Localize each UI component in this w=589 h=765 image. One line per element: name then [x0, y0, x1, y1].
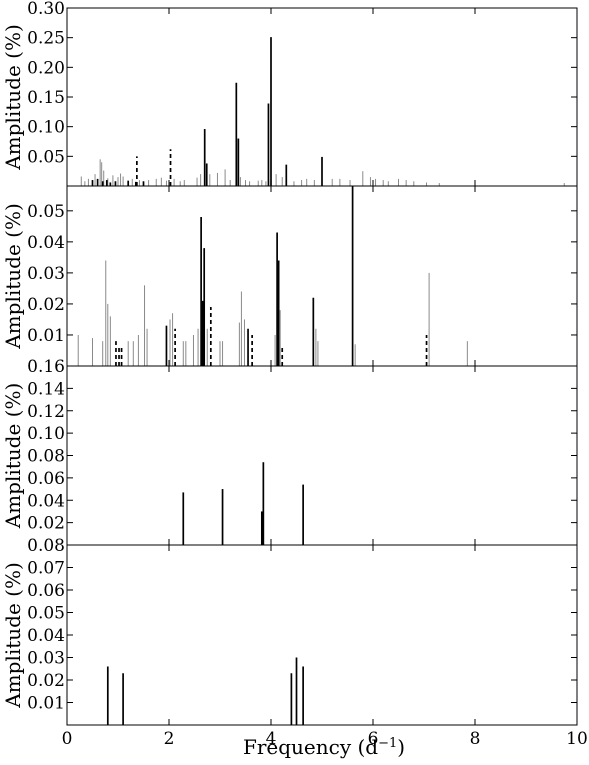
y-tick-label: 0.16 [27, 357, 65, 377]
y-tick-label: 0.08 [27, 536, 65, 556]
y-tick-label: 0.04 [27, 626, 65, 646]
x-axis-title-unit-exponent: −1 [378, 736, 397, 751]
y-tick-label: 0.10 [27, 424, 65, 444]
x-tick-label: 10 [566, 729, 588, 749]
x-tick-label: 6 [368, 729, 379, 749]
x-tick-label: 2 [164, 729, 175, 749]
y-axis-title: Amplitude (%) [1, 203, 25, 350]
y-tick-label: 0.02 [27, 671, 65, 691]
x-axis-title: Frequency (d−1) [243, 735, 405, 759]
y-tick-label: 0.05 [27, 147, 65, 167]
y-tick-label: 0.14 [27, 379, 65, 399]
spectrum-panel-4: 0.01 0.020.03 0.040.05 0.060.07 0.08Amplitud… [1, 536, 578, 726]
y-tick-label: 0.06 [27, 469, 65, 489]
y-tick-label: 0.10 [27, 118, 65, 138]
y-tick-label: 0.04 [27, 233, 65, 253]
y-tick-label: 0.03 [27, 649, 65, 669]
x-axis: 0 2 4 6 8 10 [62, 729, 588, 749]
y-tick-label: 0.01 [27, 326, 65, 346]
y-tick-label: 0.04 [27, 491, 65, 511]
y-tick-label: 0.05 [27, 202, 65, 222]
spectrum-panel-3: 0.02 0.040.060.08 0.100.12 0.140.16Amplitud… [1, 357, 578, 546]
y-tick-label: 0.08 [27, 447, 65, 467]
y-axis-title: Amplitude (%) [1, 383, 25, 530]
y-tick-label: 0.15 [27, 88, 65, 108]
y-tick-label: 0.12 [27, 402, 65, 422]
y-tick-label: 0.03 [27, 264, 65, 284]
y-tick-label: 0.20 [27, 58, 65, 78]
y-tick-label: 0.06 [27, 581, 65, 601]
y-tick-label: 0.01 [27, 694, 65, 714]
y-axis-title: Amplitude (%) [1, 24, 25, 171]
y-tick-label: 0.30 [27, 0, 65, 19]
x-tick-label: 0 [62, 729, 73, 749]
y-tick-label: 0.07 [27, 559, 65, 579]
x-axis-title-close-paren: ) [397, 735, 405, 759]
x-tick-label: 8 [470, 729, 481, 749]
panel-frame [66, 544, 578, 726]
panel-frame [66, 185, 578, 367]
y-tick-label: 0.25 [27, 29, 65, 49]
panel-frame [66, 365, 578, 546]
y-tick-label: 0.02 [27, 295, 65, 315]
y-tick-label: 0.02 [27, 514, 65, 534]
y-axis-title: Amplitude (%) [1, 562, 25, 709]
x-tick-label: 4 [266, 729, 277, 749]
x-axis-title-main: Frequency (d [243, 735, 378, 759]
y-tick-label: 0.05 [27, 604, 65, 624]
